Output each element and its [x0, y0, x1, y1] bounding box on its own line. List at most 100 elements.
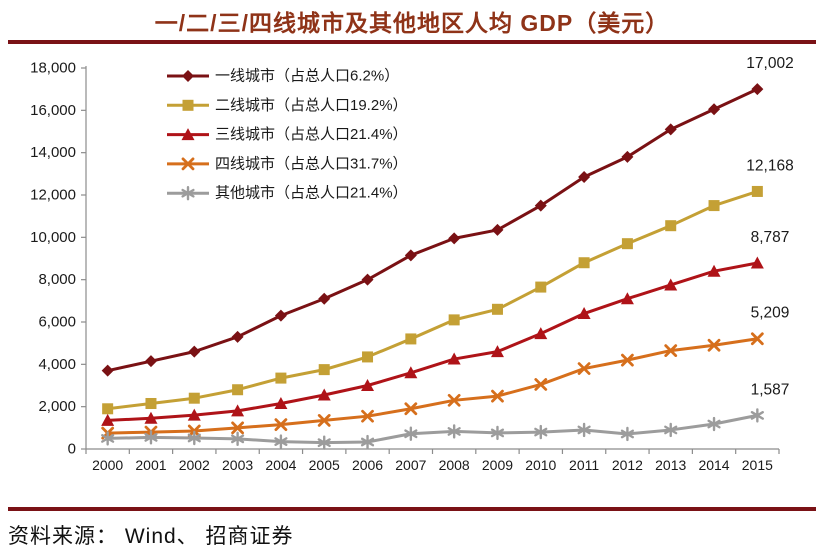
asterisk-marker [620, 426, 635, 442]
legend: 一线城市（占总人口6.2%） 二线城市（占总人口19.2%） 三线城市（占总人口21… [167, 68, 408, 202]
asterisk-marker [274, 434, 288, 449]
x-axis-label: 2010 [525, 457, 556, 473]
asterisk-marker [181, 186, 195, 201]
triangle-marker [404, 366, 418, 379]
series-line [107, 190, 758, 411]
x-marker [447, 393, 461, 407]
asterisk-marker [101, 431, 115, 446]
x-marker [181, 157, 195, 171]
x-marker [361, 409, 374, 423]
asterisk-marker [577, 422, 591, 438]
series-end-label: 8,787 [751, 229, 790, 246]
y-axis-label: 12,000 [30, 187, 76, 204]
diamond-marker [274, 309, 287, 322]
x-marker [317, 414, 331, 427]
diamond-marker [534, 199, 547, 212]
square-marker [102, 403, 114, 415]
diamond-marker [144, 355, 157, 368]
diamond-marker [578, 171, 591, 184]
legend-item: 四线城市（占总人口31.7%） [167, 155, 408, 172]
series-end-label: 12,168 [746, 157, 793, 174]
asterisk-marker [230, 431, 245, 447]
legend-item: 其他城市（占总人口21.4%） [167, 185, 408, 202]
triangle-marker [274, 396, 288, 409]
triangle-marker [317, 388, 331, 401]
square-marker [275, 372, 287, 384]
y-axis-label: 0 [68, 441, 76, 458]
diamond-marker [188, 345, 201, 358]
asterisk-marker [707, 416, 721, 432]
y-axis-label: 16,000 [30, 102, 76, 119]
x-axis-label: 2002 [179, 457, 210, 473]
diamond-marker [621, 150, 634, 163]
source-note: 资料来源： Wind、 招商证券 [8, 525, 294, 548]
y-axis-label: 8,000 [38, 271, 76, 288]
x-marker [491, 389, 504, 403]
asterisk-marker [664, 422, 678, 438]
triangle-marker [361, 379, 375, 391]
square-marker [751, 185, 763, 197]
gdp-line-chart: 0 2,000 4,000 6,000 8,000 10,000 12,000 14,000 1… [30, 55, 794, 473]
diamond-marker [318, 292, 331, 305]
diamond-marker [361, 273, 374, 286]
legend-label: 四线城市（占总人口31.7%） [215, 155, 408, 172]
diamond-marker [404, 249, 417, 262]
diamond-marker [182, 70, 194, 82]
x-marker [621, 353, 634, 367]
x-marker [274, 418, 288, 432]
x-axis-label: 2012 [612, 457, 643, 473]
x-marker [707, 338, 721, 352]
x-axis-label: 2001 [135, 457, 166, 473]
series-2 [101, 256, 764, 426]
square-marker [318, 364, 330, 376]
series-line [107, 413, 758, 445]
asterisk-marker [360, 434, 375, 450]
square-marker [232, 384, 244, 396]
x-marker [577, 362, 591, 375]
x-axis-label: 2000 [92, 457, 123, 473]
triangle-marker [490, 345, 504, 358]
series-line [107, 337, 758, 435]
triangle-marker [181, 128, 195, 141]
diamond-marker [491, 223, 504, 236]
square-marker [535, 281, 547, 293]
asterisk-marker [144, 430, 158, 445]
y-axis-label: 2,000 [38, 398, 76, 415]
asterisk-marker [447, 424, 461, 439]
diamond-marker [751, 83, 764, 96]
asterisk-marker [404, 426, 418, 441]
x-marker [534, 378, 548, 391]
diamond-marker [231, 330, 244, 343]
square-marker [362, 351, 374, 363]
legend-label: 其他城市（占总人口21.4%） [215, 185, 408, 202]
triangle-marker [447, 352, 461, 365]
diamond-marker [664, 123, 677, 136]
triangle-marker [620, 292, 634, 305]
x-axis-label: 2006 [352, 457, 383, 473]
series-line [107, 261, 758, 422]
y-axis-label: 14,000 [30, 144, 76, 161]
triangle-marker [577, 307, 591, 320]
y-axis-label: 10,000 [30, 229, 76, 246]
series-4 [101, 408, 764, 450]
square-marker [491, 303, 503, 315]
square-marker [665, 220, 677, 232]
x-marker [664, 344, 678, 357]
chart-title: 一/二/三/四线城市及其他地区人均 GDP（美元） [154, 10, 670, 36]
series-line [107, 87, 758, 373]
x-axis-label: 2004 [265, 457, 296, 473]
x-axis-label: 2011 [569, 457, 599, 473]
legend-label: 三线城市（占总人口21.4%） [215, 126, 408, 143]
asterisk-marker [750, 408, 764, 423]
x-axis-label: 2015 [742, 457, 773, 473]
x-marker [404, 402, 418, 416]
axes [81, 66, 780, 454]
series-1 [102, 185, 763, 415]
diamond-marker [448, 232, 461, 245]
legend-item: 一线城市（占总人口6.2%） [167, 68, 399, 85]
square-marker [448, 314, 460, 326]
y-axis-label: 18,000 [30, 60, 76, 77]
triangle-marker [101, 413, 115, 426]
square-marker [405, 333, 417, 345]
